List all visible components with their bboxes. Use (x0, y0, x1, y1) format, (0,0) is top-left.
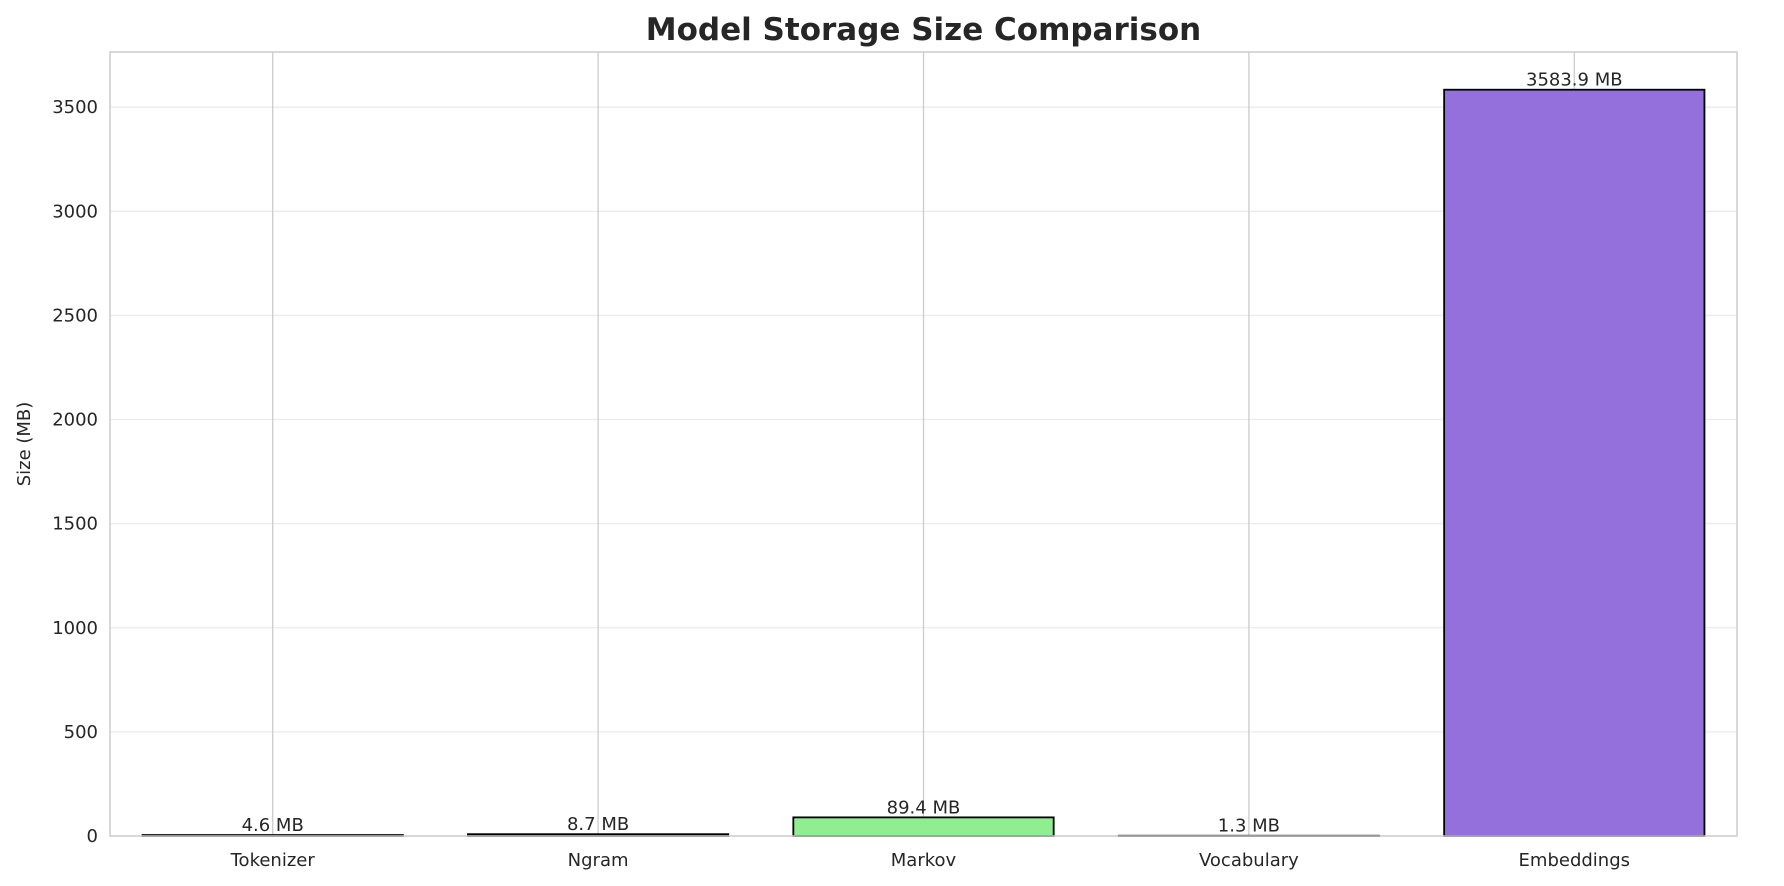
y-tick-label: 1000 (52, 618, 98, 639)
y-tick-label: 500 (64, 722, 98, 743)
y-tick-label: 3000 (52, 201, 98, 222)
y-tick-label: 1500 (52, 514, 98, 535)
chart-title: Model Storage Size Comparison (646, 12, 1201, 48)
x-tick-label: Tokenizer (230, 850, 316, 871)
x-tick-label: Embeddings (1519, 850, 1630, 871)
data-label: 4.6 MB (242, 815, 304, 836)
data-label: 1.3 MB (1218, 816, 1280, 837)
y-tick-label: 2500 (52, 305, 98, 326)
bar-markov (792, 816, 1055, 837)
plot-frame (109, 51, 1738, 837)
bar-embeddings (1443, 88, 1706, 837)
y-tick-label: 2000 (52, 410, 98, 431)
data-label: 8.7 MB (567, 814, 629, 835)
data-label: 3583.9 MB (1526, 70, 1623, 91)
y-tick-label: 0 (87, 826, 98, 847)
x-tick-label: Vocabulary (1199, 850, 1299, 871)
x-tick-label: Ngram (568, 850, 629, 871)
data-label: 89.4 MB (887, 797, 961, 818)
y-tick-label: 3500 (52, 97, 98, 118)
x-tick-label: Markov (891, 850, 957, 871)
y-axis-label: Size (MB) (14, 402, 35, 487)
